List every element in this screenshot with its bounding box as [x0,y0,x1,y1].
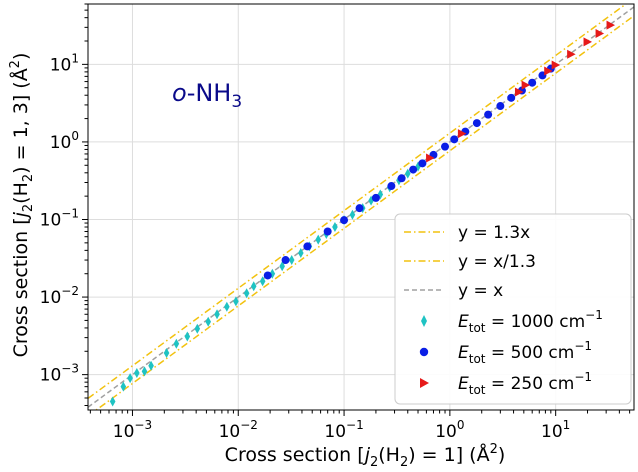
data-point-1000 [127,373,133,384]
data-point-500 [409,165,418,174]
data-point-1000 [377,189,384,200]
tick-layer: 10−3 10−2 10−1 100 101 10−3 10−2 10−1 100 101 [40,3,631,442]
legend-marker-500 [419,347,429,357]
data-point-500 [472,119,481,128]
data-point-500 [355,204,364,213]
data-point-1000 [404,168,411,179]
data-point-1000 [134,367,140,378]
data-point-1000 [205,316,212,327]
data-point-500 [450,135,459,144]
y-tick-label: 10−3 [40,362,79,386]
legend-marker-1000 [421,315,427,327]
data-point-1000 [243,288,250,299]
data-point-1000 [233,296,239,307]
data-point-1000 [224,301,230,312]
legend-label-ref-1: y = 1.3x [458,223,530,243]
y-tick-label: 10−2 [40,284,79,308]
data-point-1000 [269,268,276,279]
data-point-500 [340,216,349,225]
data-point-250 [583,37,593,47]
data-point-1000 [315,234,322,245]
data-point-1000 [141,366,148,377]
data-point-1000 [349,209,356,220]
x-axis-label: Cross section [j2(H2) = 1] (Å2) [225,442,506,470]
data-point-1000 [120,381,127,392]
data-point-500 [418,159,427,168]
data-point-500 [397,174,406,183]
reference-line-1 [88,4,628,399]
grid-layer [88,4,634,410]
data-point-500 [507,93,516,102]
y-tick-label: 10−1 [40,206,79,230]
legend-label-ref-3: y = x [458,281,503,301]
data-point-250 [457,129,467,139]
reference-line-2 [95,15,634,410]
x-tick-label: 10−3 [113,418,152,442]
data-point-500 [387,182,396,191]
data-point-250 [426,153,435,163]
legend-box [394,213,632,405]
data-point-1000 [288,255,295,266]
x-tick-label: 10−1 [324,418,363,442]
legend-label-ref-2: y = x/1.3 [458,252,536,272]
data-point-500 [371,193,380,202]
data-point-1000 [184,331,191,342]
data-point-1000 [148,360,154,371]
data-point-500 [281,256,290,265]
y-axis-label: Cross section [j2(H2) = 1, 3] (Å2) [8,53,36,358]
x-tick-label: 10−2 [219,418,258,442]
data-point-1000 [279,261,285,272]
x-tick-label: 100 [435,418,464,442]
data-point-250 [544,66,553,76]
legend-label-250: Etot = 250 cm−1 [458,370,592,397]
data-point-500 [496,102,505,111]
data-point-1000 [194,323,201,334]
data-point-1000 [163,348,170,359]
data-point-1000 [109,396,116,407]
legend-marker-250 [420,378,429,388]
x-tick-label: 101 [541,418,570,442]
legend: y = 1.3x y = x/1.3 y = x Etot = 1000 cm−… [394,213,632,405]
data-point-500 [528,78,537,87]
data-point-250 [595,28,605,38]
plot-frame [87,3,635,411]
data-point-250 [514,87,524,97]
y-tick-label: 101 [50,51,79,75]
data-point-250 [521,80,531,90]
legend-label-1000: Etot = 1000 cm−1 [458,308,603,335]
y-tick-label: 100 [50,129,79,153]
data-point-1000 [332,222,338,233]
molecule-annotation: o-NH3 [172,79,242,112]
data-point-500 [484,110,493,119]
data-point-1000 [173,338,180,349]
data-point-500 [303,242,312,251]
legend-label-500: Etot = 500 cm−1 [458,339,592,366]
data-point-1000 [214,309,220,320]
data-point-500 [323,227,332,236]
data-point-250 [567,49,576,59]
data-point-1000 [297,247,304,258]
data-point-1000 [259,276,266,287]
data-points [109,20,616,407]
data-point-1000 [250,281,257,292]
data-point-500 [263,271,272,280]
data-point-500 [441,142,450,151]
data-point-250 [551,60,561,70]
data-point-250 [606,20,616,30]
